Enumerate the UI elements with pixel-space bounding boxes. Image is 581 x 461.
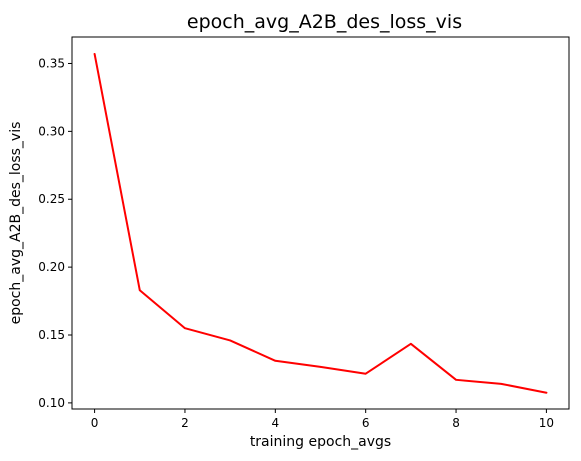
y-axis-label: epoch_avg_A2B_des_loss_vis <box>8 122 24 325</box>
y-tick-label: 0.15 <box>38 328 65 342</box>
plot-frame <box>71 36 570 410</box>
data-point <box>545 391 548 394</box>
data-point <box>274 360 277 362</box>
data-point <box>500 383 503 385</box>
data-point <box>410 343 412 345</box>
x-tick-label: 10 <box>539 416 554 430</box>
data-point <box>455 379 457 381</box>
chart-title: epoch_avg_A2B_des_loss_vis <box>187 11 462 33</box>
data-point <box>184 327 186 330</box>
data-point <box>93 53 96 55</box>
y-tick-label: 0.25 <box>38 192 65 206</box>
x-tick-label: 0 <box>91 416 99 430</box>
x-tick-label: 8 <box>452 416 460 430</box>
y-tick-label: 0.35 <box>38 56 65 70</box>
series-layer <box>93 52 548 394</box>
data-point <box>364 372 367 375</box>
data-point <box>138 289 141 292</box>
x-tick-label: 6 <box>362 416 370 430</box>
data-point <box>319 366 322 368</box>
y-tick-label: 0.30 <box>38 124 65 138</box>
y-tick-label: 0.20 <box>38 260 65 274</box>
plot-area <box>71 36 570 410</box>
x-tick-label: 4 <box>271 416 279 430</box>
y-axis: 0.10 0.15 0.20 0.25 0.30 0.35 <box>38 56 72 410</box>
y-tick-label: 0.10 <box>38 396 65 410</box>
data-point <box>229 339 231 342</box>
x-tick-label: 2 <box>181 416 189 430</box>
x-axis-label: training epoch_avgs <box>250 434 391 450</box>
x-axis: 0 2 4 6 8 10 <box>91 409 554 430</box>
